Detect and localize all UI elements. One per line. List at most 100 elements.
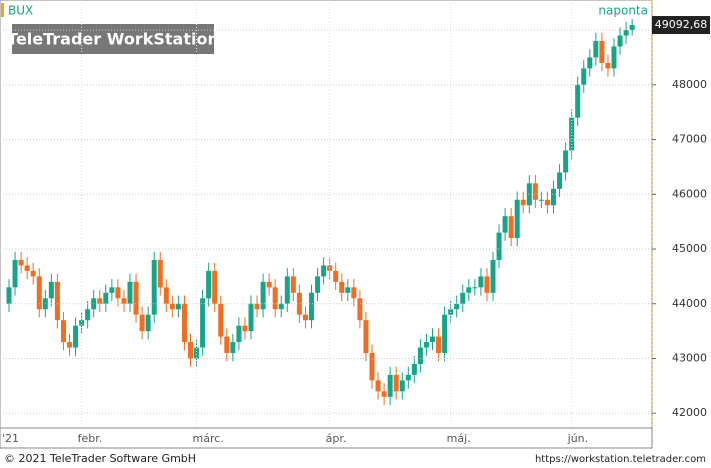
candle-body <box>381 391 387 397</box>
x-tick-label: máj. <box>447 432 471 445</box>
candle-body <box>611 46 617 69</box>
y-tick-label: 47000 <box>672 133 707 146</box>
candle-body <box>502 216 508 233</box>
candle-body <box>236 325 242 343</box>
x-tick-label: jún. <box>567 432 589 445</box>
candle-body <box>67 342 72 348</box>
candle-body <box>242 325 248 332</box>
candle-body <box>417 347 423 364</box>
symbol: BUX <box>8 4 33 18</box>
candle-body <box>363 320 369 354</box>
candle-body <box>351 287 357 299</box>
candle-body <box>593 41 599 58</box>
candle-body <box>460 292 466 304</box>
candle-body <box>575 84 581 118</box>
y-tick-label: 44000 <box>672 297 707 310</box>
candle-body <box>188 342 193 359</box>
candle-body <box>357 298 363 321</box>
x-tick-label: ápr. <box>326 432 347 445</box>
candle-body <box>393 374 399 392</box>
x-tick-label: márc. <box>193 432 224 445</box>
candle-body <box>557 172 563 189</box>
y-tick-label: 43000 <box>672 351 707 364</box>
x-tick-label: '21 <box>2 432 19 445</box>
candle-body <box>79 320 85 326</box>
candle-body <box>345 287 351 293</box>
candle-body <box>538 199 544 201</box>
candle-body <box>36 276 42 310</box>
candle-body <box>290 276 296 293</box>
candle-body <box>375 380 381 392</box>
candle-body <box>115 287 121 299</box>
logo-box <box>12 24 214 54</box>
candle-body <box>430 336 435 343</box>
candle-body <box>121 298 127 304</box>
candle-body <box>218 303 224 337</box>
candle-body <box>327 265 333 271</box>
last-value-box <box>652 16 710 35</box>
candle-body <box>454 303 460 310</box>
candle-body <box>133 281 139 315</box>
candle-body <box>266 281 272 288</box>
candle-body <box>151 259 157 315</box>
candle-body <box>478 276 484 288</box>
candle-body <box>569 117 575 151</box>
candle-body <box>54 281 60 321</box>
candle-body <box>442 314 448 354</box>
candle-body <box>60 320 66 343</box>
candle-body <box>278 303 284 310</box>
candle-body <box>194 347 200 359</box>
candle-body <box>315 276 321 293</box>
candle-body <box>423 342 429 348</box>
candle-body <box>248 303 254 332</box>
candle-body <box>599 41 605 63</box>
candle-body <box>157 259 163 288</box>
y-tick-label: 45000 <box>672 242 707 255</box>
candle-body <box>212 270 218 304</box>
candle-body <box>587 57 593 69</box>
candle-body <box>254 303 260 310</box>
candle-body <box>230 342 236 354</box>
candle-body <box>145 314 151 332</box>
candle-body <box>24 265 30 271</box>
candle-body <box>629 25 635 31</box>
copyright: © 2021 TeleTrader Software GmbH <box>4 452 196 465</box>
candle-body <box>369 353 375 381</box>
candle-body <box>496 232 502 260</box>
candle-body <box>532 183 538 200</box>
candle-body <box>73 325 79 348</box>
candle-body <box>551 188 556 206</box>
candle-body <box>581 68 587 85</box>
y-tick-label: 42000 <box>672 406 707 419</box>
last-value-label: 49092,68 <box>655 18 708 31</box>
candle-body <box>490 259 496 293</box>
logo: TeleTrader WorkStation <box>7 30 219 49</box>
candle-body <box>175 303 181 310</box>
candle-body <box>387 374 393 397</box>
candle-body <box>48 281 54 299</box>
candle-body <box>296 292 302 315</box>
candle-body <box>605 62 611 69</box>
candle-body <box>169 303 175 310</box>
candle-body <box>508 216 514 239</box>
candle-body <box>514 199 520 239</box>
candle-body <box>563 150 569 173</box>
x-axis-band <box>0 427 653 449</box>
candle-body <box>436 336 442 354</box>
candle-body <box>405 374 411 381</box>
candle-body <box>6 287 12 304</box>
candle-body <box>12 259 18 288</box>
candle-body <box>448 309 454 315</box>
candle-body <box>321 265 327 277</box>
candle-body <box>333 270 339 282</box>
interval: naponta <box>598 4 648 18</box>
candle-body <box>466 287 472 293</box>
candle-body <box>284 276 290 304</box>
candle-body <box>18 259 24 266</box>
candle-body <box>544 199 550 206</box>
candle-body <box>224 336 230 354</box>
candle-body <box>30 270 36 277</box>
candle-body <box>309 292 314 321</box>
candle-body <box>623 30 629 36</box>
